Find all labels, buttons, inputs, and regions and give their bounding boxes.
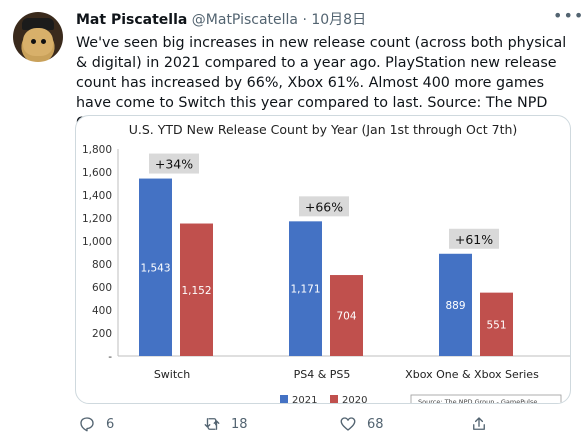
y-tick-label: 1,800 bbox=[82, 144, 112, 156]
data-label-2020: 1,152 bbox=[181, 285, 211, 297]
bar-2020 bbox=[330, 275, 363, 356]
data-label-2020: 704 bbox=[336, 311, 356, 323]
tweet-date[interactable]: 10月8日 bbox=[311, 12, 367, 28]
separator-dot: · bbox=[302, 12, 307, 28]
action-bar: 6 18 68 bbox=[0, 410, 584, 438]
bar-2021 bbox=[289, 221, 322, 356]
source-note: Source: The NPD Group - GamePulse bbox=[418, 398, 537, 403]
tweet-image[interactable]: U.S. YTD New Release Count by Year (Jan … bbox=[75, 115, 571, 404]
y-tick-label: 200 bbox=[92, 328, 112, 340]
data-label-2021: 889 bbox=[445, 300, 465, 312]
like-icon bbox=[340, 417, 356, 431]
y-tick-label: 1,600 bbox=[82, 167, 112, 179]
bar-2021 bbox=[439, 253, 472, 356]
tweet-text: We've seen big increases in new release … bbox=[76, 35, 567, 131]
avatar[interactable] bbox=[13, 12, 63, 62]
chart-title: U.S. YTD New Release Count by Year (Jan … bbox=[129, 122, 518, 137]
annotation-box bbox=[149, 153, 199, 174]
hat-shape bbox=[22, 18, 54, 30]
y-tick-label: - bbox=[108, 351, 112, 363]
tweet-header: Mat Piscatella @MatPiscatella · 10月8日 bbox=[76, 11, 366, 29]
reply-button[interactable]: 6 bbox=[78, 414, 114, 434]
y-tick-label: 400 bbox=[92, 305, 112, 317]
annotation-label: +34% bbox=[155, 157, 193, 172]
legend-swatch-2020 bbox=[330, 395, 338, 403]
bar-chart: U.S. YTD New Release Count by Year (Jan … bbox=[82, 122, 570, 403]
y-tick-label: 600 bbox=[92, 282, 112, 294]
data-label-2021: 1,543 bbox=[140, 262, 170, 274]
author-name[interactable]: Mat Piscatella bbox=[76, 12, 188, 28]
bar-2020 bbox=[480, 292, 513, 356]
annotation-box bbox=[299, 196, 349, 217]
share-icon bbox=[473, 417, 485, 430]
like-button[interactable]: 68 bbox=[339, 414, 384, 434]
legend-label-2021: 2021 bbox=[292, 395, 317, 403]
source-box bbox=[410, 394, 562, 403]
x-category-label: Switch bbox=[154, 368, 190, 381]
more-icon[interactable]: ••• bbox=[553, 6, 584, 25]
x-category-label: PS4 & PS5 bbox=[294, 368, 351, 381]
eye-left bbox=[31, 39, 36, 44]
data-label-2021: 1,171 bbox=[290, 284, 320, 296]
like-count: 68 bbox=[367, 416, 384, 432]
annotation-label: +66% bbox=[305, 199, 343, 214]
retweet-button[interactable]: 18 bbox=[203, 414, 248, 434]
y-tick-label: 1,400 bbox=[82, 190, 112, 202]
reply-count: 6 bbox=[106, 416, 115, 432]
reply-icon bbox=[80, 417, 94, 432]
legend-label-2020: 2020 bbox=[342, 395, 367, 403]
y-tick-label: 1,000 bbox=[82, 236, 112, 248]
bar-2020 bbox=[180, 223, 213, 356]
eye-right bbox=[41, 39, 46, 44]
y-tick-label: 1,200 bbox=[82, 213, 112, 225]
share-button[interactable] bbox=[470, 414, 498, 434]
x-category-label: Xbox One & Xbox Series bbox=[405, 368, 539, 381]
author-handle[interactable]: @MatPiscatella bbox=[191, 12, 298, 28]
annotation-label: +61% bbox=[455, 232, 493, 247]
data-label-2020: 551 bbox=[486, 319, 506, 331]
retweet-icon bbox=[204, 418, 220, 430]
retweet-count: 18 bbox=[231, 416, 248, 432]
legend-swatch-2021 bbox=[280, 395, 288, 403]
annotation-box bbox=[449, 228, 499, 249]
dog-face bbox=[23, 28, 53, 56]
bar-2021 bbox=[139, 178, 172, 356]
y-tick-label: 800 bbox=[92, 259, 112, 271]
